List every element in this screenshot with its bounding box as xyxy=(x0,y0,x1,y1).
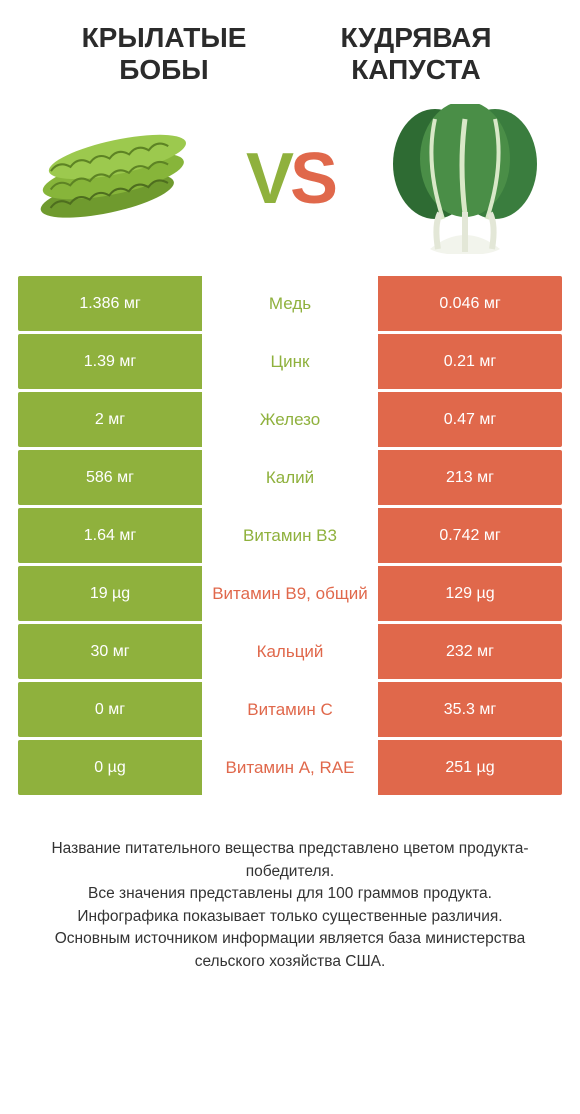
nutrient-label: Цинк xyxy=(202,334,378,389)
table-row: 30 мгКальций232 мг xyxy=(18,624,562,679)
left-value: 30 мг xyxy=(18,624,202,679)
left-value: 1.386 мг xyxy=(18,276,202,331)
right-value: 129 µg xyxy=(378,566,562,621)
left-value: 0 мг xyxy=(18,682,202,737)
header: КРЫЛАТЫЕБОБЫ КУДРЯВАЯКАПУСТА xyxy=(0,0,580,96)
table-row: 0 µgВитамин A, RAE251 µg xyxy=(18,740,562,795)
nutrient-label: Медь xyxy=(202,276,378,331)
vs-s: S xyxy=(290,139,334,219)
table-row: 0 мгВитамин C35.3 мг xyxy=(18,682,562,737)
left-value: 1.39 мг xyxy=(18,334,202,389)
left-title: КРЫЛАТЫЕБОБЫ xyxy=(38,22,290,86)
right-value: 0.742 мг xyxy=(378,508,562,563)
right-value: 0.046 мг xyxy=(378,276,562,331)
table-row: 1.39 мгЦинк0.21 мг xyxy=(18,334,562,389)
right-value: 213 мг xyxy=(378,450,562,505)
right-value: 0.47 мг xyxy=(378,392,562,447)
winged-beans-icon xyxy=(30,104,200,254)
right-value: 232 мг xyxy=(378,624,562,679)
right-title: КУДРЯВАЯКАПУСТА xyxy=(290,22,542,86)
nutrient-label: Кальций xyxy=(202,624,378,679)
nutrient-label: Витамин B3 xyxy=(202,508,378,563)
infographic-root: КРЫЛАТЫЕБОБЫ КУДРЯВАЯКАПУСТА VS xyxy=(0,0,580,1114)
vs-label: VS xyxy=(246,138,334,220)
left-value: 2 мг xyxy=(18,392,202,447)
image-row: VS xyxy=(0,96,580,276)
nutrient-label: Витамин A, RAE xyxy=(202,740,378,795)
left-value: 19 µg xyxy=(18,566,202,621)
right-value: 35.3 мг xyxy=(378,682,562,737)
nutrient-label: Витамин C xyxy=(202,682,378,737)
footer-note: Название питательного вещества представл… xyxy=(0,798,580,973)
left-value: 586 мг xyxy=(18,450,202,505)
leafy-greens-icon xyxy=(380,104,550,254)
left-value: 1.64 мг xyxy=(18,508,202,563)
table-row: 1.64 мгВитамин B30.742 мг xyxy=(18,508,562,563)
right-value: 251 µg xyxy=(378,740,562,795)
right-value: 0.21 мг xyxy=(378,334,562,389)
table-row: 1.386 мгМедь0.046 мг xyxy=(18,276,562,331)
left-value: 0 µg xyxy=(18,740,202,795)
nutrient-label: Железо xyxy=(202,392,378,447)
table-row: 586 мгКалий213 мг xyxy=(18,450,562,505)
comparison-table: 1.386 мгМедь0.046 мг1.39 мгЦинк0.21 мг2 … xyxy=(0,276,580,798)
table-row: 19 µgВитамин B9, общий129 µg xyxy=(18,566,562,621)
nutrient-label: Витамин B9, общий xyxy=(202,566,378,621)
vs-v: V xyxy=(246,139,290,219)
table-row: 2 мгЖелезо0.47 мг xyxy=(18,392,562,447)
nutrient-label: Калий xyxy=(202,450,378,505)
